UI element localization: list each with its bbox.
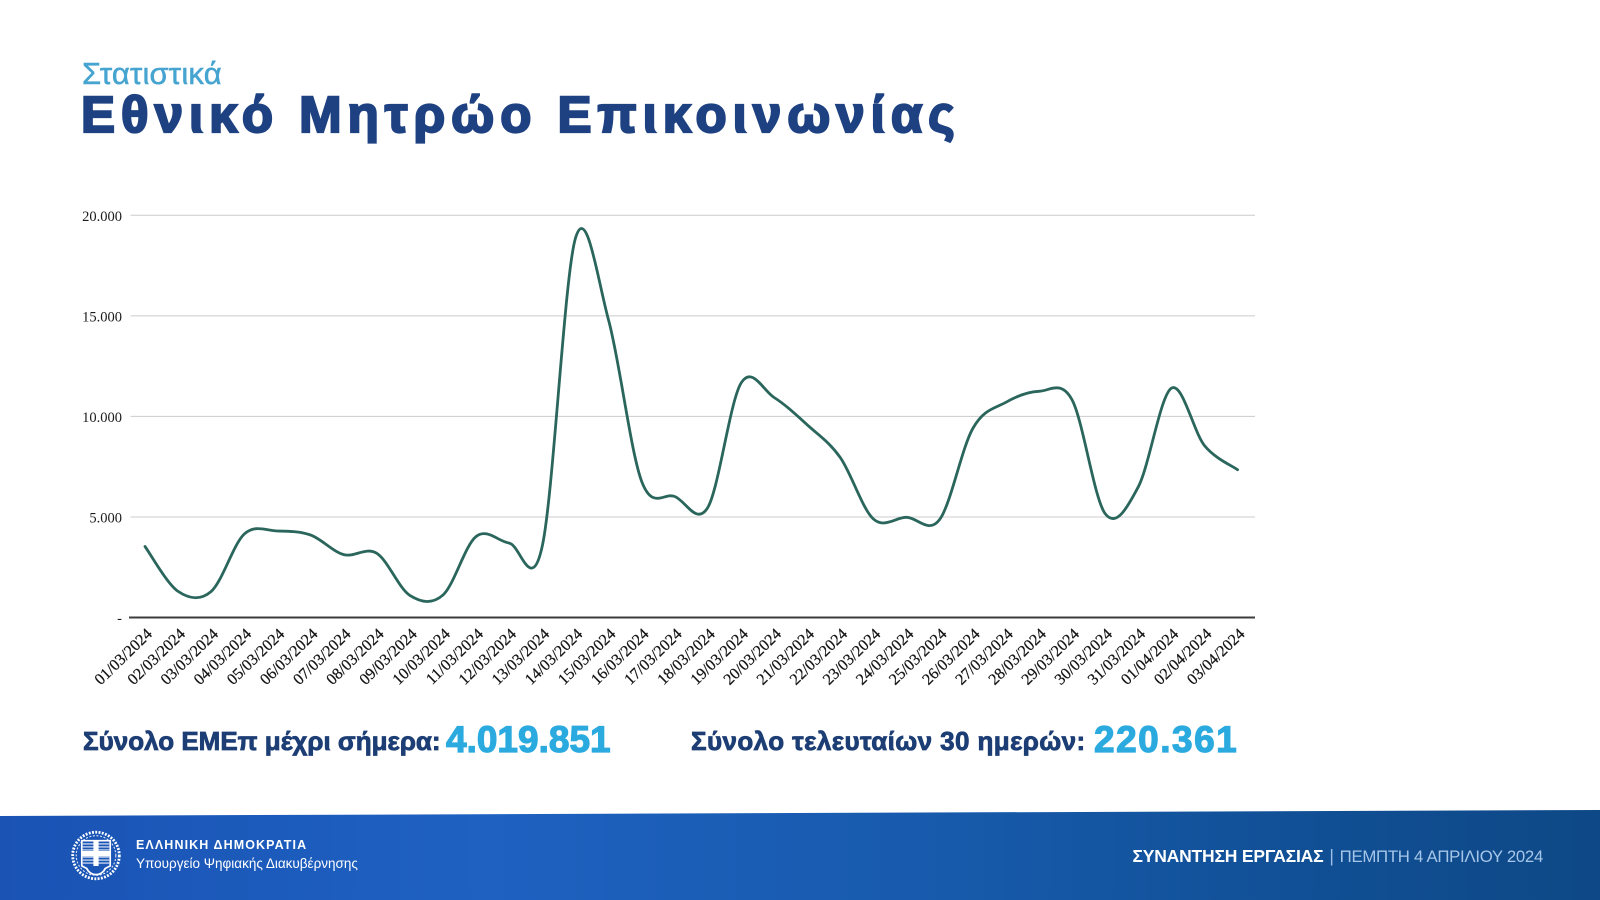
svg-text:-: - <box>117 611 122 627</box>
svg-text:15.000: 15.000 <box>82 309 122 325</box>
svg-text:5.000: 5.000 <box>89 511 122 527</box>
svg-text:10.000: 10.000 <box>82 410 122 426</box>
svg-text:20.000: 20.000 <box>82 209 122 225</box>
